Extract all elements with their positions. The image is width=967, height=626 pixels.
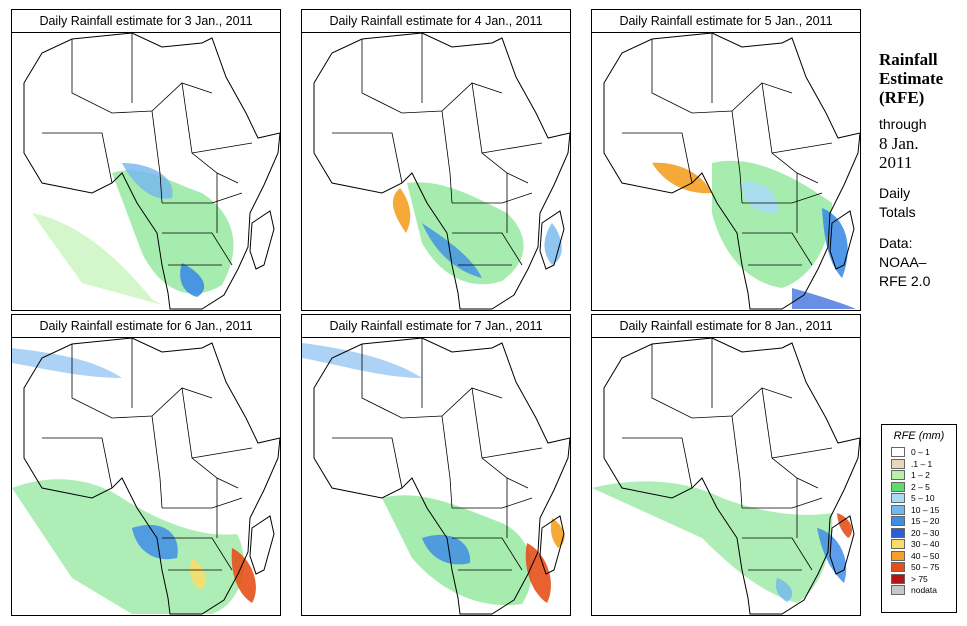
legend-item: 40 – 50 xyxy=(891,550,956,562)
date-line-2: 2011 xyxy=(879,153,913,172)
panel-title: Daily Rainfall estimate for 6 Jan., 2011 xyxy=(12,315,280,338)
legend-item: 2 – 5 xyxy=(891,481,956,493)
legend-item: 30 – 40 xyxy=(891,538,956,550)
daily-text: Daily xyxy=(879,185,911,201)
rainfall-map xyxy=(592,338,860,615)
panel-title: Daily Rainfall estimate for 4 Jan., 2011 xyxy=(302,10,570,33)
rainfall-map xyxy=(12,338,280,615)
legend-label: 50 – 75 xyxy=(911,562,940,572)
heading-estimate: Estimate xyxy=(879,69,944,88)
panel-title: Daily Rainfall estimate for 5 Jan., 2011 xyxy=(592,10,860,33)
source-line-2: RFE 2.0 xyxy=(879,273,931,289)
legend-swatch xyxy=(891,470,905,480)
legend-label: 2 – 5 xyxy=(911,481,930,492)
side-description: Rainfall Estimate (RFE) through 8 Jan. 2… xyxy=(879,50,964,291)
panel-title: Daily Rainfall estimate for 7 Jan., 2011 xyxy=(302,315,570,338)
legend-item: > 75 xyxy=(891,573,956,585)
legend-item: 5 – 10 xyxy=(891,492,956,504)
rainfall-map-panel-8-jan: Daily Rainfall estimate for 8 Jan., 2011 xyxy=(591,314,861,616)
legend-swatch xyxy=(891,447,905,457)
date-line-1: 8 Jan. xyxy=(879,134,919,153)
legend-swatch xyxy=(891,562,905,572)
legend-label: 20 – 30 xyxy=(911,527,940,538)
legend-swatch xyxy=(891,585,905,595)
data-label: Data: xyxy=(879,235,913,251)
legend-swatch xyxy=(891,550,905,561)
legend-label: nodata xyxy=(911,585,937,595)
legend-label: > 75 xyxy=(911,573,928,584)
rainfall-map xyxy=(23,33,280,310)
legend-item: nodata xyxy=(891,584,956,596)
rainfall-map xyxy=(302,338,570,615)
rainfall-map xyxy=(313,33,570,310)
legend-swatch xyxy=(891,573,905,584)
through-text: through xyxy=(879,116,927,132)
rainfall-map-panel-3-jan: Daily Rainfall estimate for 3 Jan., 2011 xyxy=(11,9,281,311)
legend-title: RFE (mm) xyxy=(893,430,945,442)
legend-swatch xyxy=(891,458,905,469)
rainfall-map-panel-5-jan: Daily Rainfall estimate for 5 Jan., 2011 xyxy=(591,9,861,311)
panel-title: Daily Rainfall estimate for 3 Jan., 2011 xyxy=(12,10,280,33)
legend-item: 1 – 2 xyxy=(891,469,956,481)
legend-label: 1 – 2 xyxy=(911,470,930,480)
rainfall-map-panel-6-jan: Daily Rainfall estimate for 6 Jan., 2011 xyxy=(11,314,281,616)
legend-label: 10 – 15 xyxy=(911,504,940,515)
legend-label: 0 – 1 xyxy=(911,447,930,457)
legend-label: 5 – 10 xyxy=(911,493,935,503)
legend-label: 15 – 20 xyxy=(911,516,940,526)
legend-label: .1 – 1 xyxy=(911,458,933,469)
rainfall-map xyxy=(603,33,860,310)
panel-title: Daily Rainfall estimate for 8 Jan., 2011 xyxy=(592,315,860,338)
legend-swatch xyxy=(891,516,905,526)
legend-swatch xyxy=(891,527,905,538)
source-line-1: NOAA– xyxy=(879,254,927,270)
totals-text: Totals xyxy=(879,204,916,220)
legend-swatch xyxy=(891,481,905,492)
legend-item: 15 – 20 xyxy=(891,515,956,527)
legend-swatch xyxy=(891,493,905,503)
rainfall-map-panel-7-jan: Daily Rainfall estimate for 7 Jan., 2011 xyxy=(301,314,571,616)
legend-label: 30 – 40 xyxy=(911,539,940,549)
legend-item: 10 – 15 xyxy=(891,504,956,516)
legend-item: .1 – 1 xyxy=(891,458,956,470)
rainfall-map-panel-4-jan: Daily Rainfall estimate for 4 Jan., 2011 xyxy=(301,9,571,311)
legend-item: 20 – 30 xyxy=(891,527,956,539)
legend-item: 0 – 1 xyxy=(891,446,956,458)
legend-swatch xyxy=(891,539,905,549)
heading-rfe: (RFE) xyxy=(879,88,925,107)
legend-swatch xyxy=(891,504,905,515)
heading-rainfall: Rainfall xyxy=(879,50,938,69)
legend-label: 40 – 50 xyxy=(911,550,940,561)
legend-item: 50 – 75 xyxy=(891,561,956,573)
